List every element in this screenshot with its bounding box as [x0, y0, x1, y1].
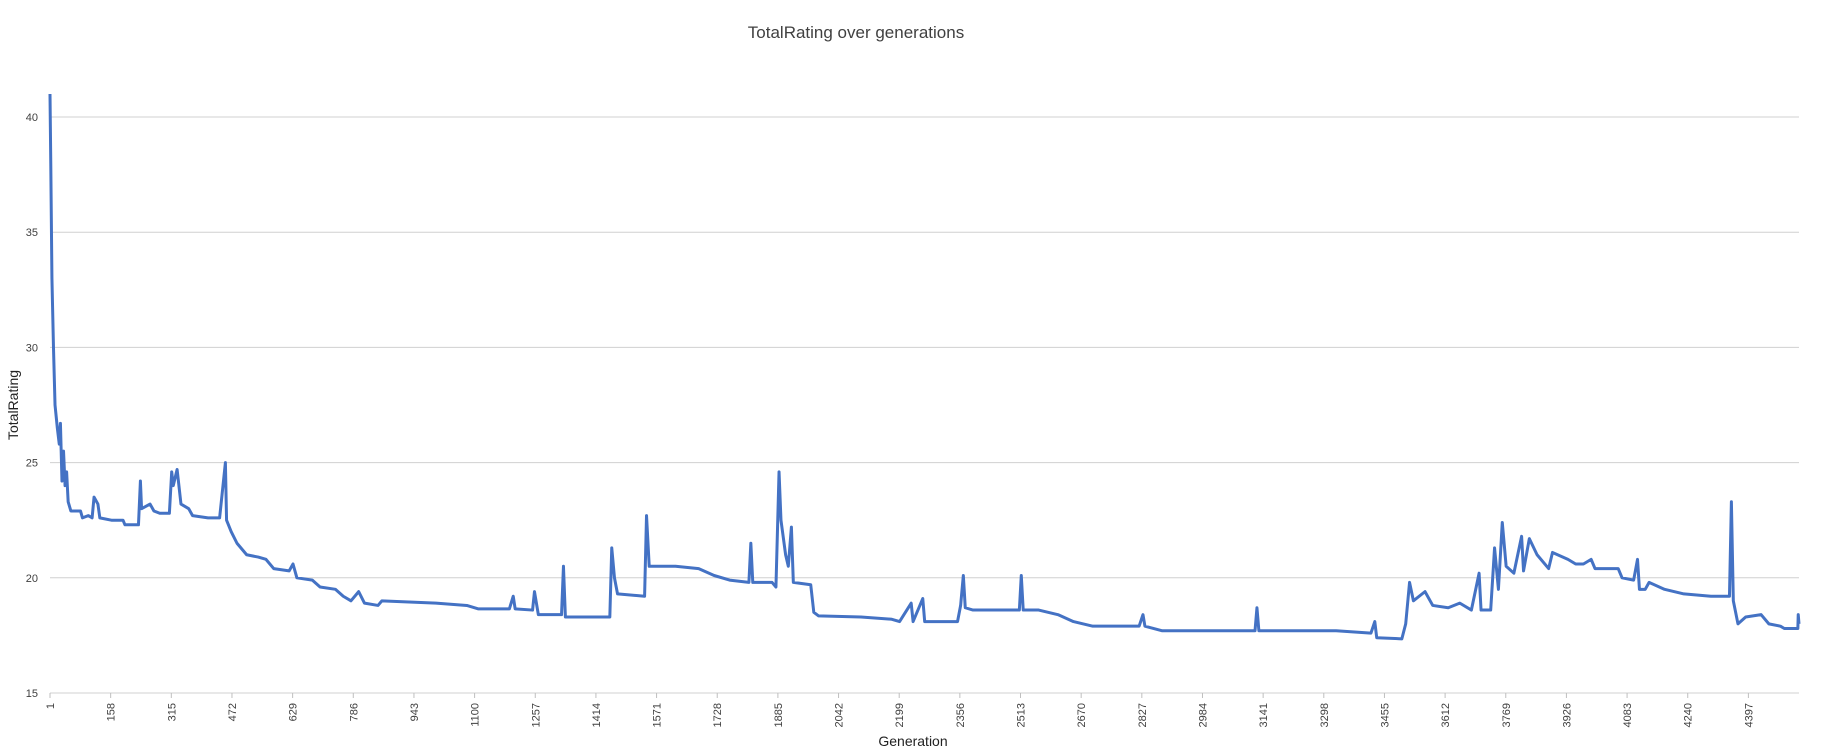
y-tick-label: 40	[26, 112, 38, 124]
x-tick-label: 4397	[1743, 703, 1755, 727]
x-tick-label: 315	[166, 703, 178, 721]
x-tick-label: 158	[106, 703, 118, 721]
y-tick-label: 25	[26, 458, 38, 470]
x-tick-label: 943	[409, 703, 421, 721]
x-tick-label: 1257	[530, 703, 542, 727]
x-tick-label: 3141	[1258, 703, 1270, 727]
x-tick-label: 3612	[1440, 703, 1452, 727]
x-tick-label: 1100	[470, 703, 482, 727]
y-tick-label: 35	[26, 227, 38, 239]
y-tick-label: 15	[26, 688, 38, 700]
x-tick-label: 3926	[1561, 703, 1573, 727]
x-tick-label: 2513	[1016, 703, 1028, 727]
x-tick-label: 472	[227, 703, 239, 721]
x-tick-label: 3455	[1379, 703, 1391, 727]
y-tick-label: 20	[26, 573, 38, 585]
x-tick-label: 1885	[773, 703, 785, 727]
x-tick-label: 2827	[1137, 703, 1149, 727]
y-axis-title: TotalRating	[5, 370, 21, 440]
x-tick-label: 4240	[1683, 703, 1695, 727]
chart-title: TotalRating over generations	[748, 23, 964, 42]
x-tick-label: 786	[348, 703, 360, 721]
x-tick-label: 2042	[834, 703, 846, 727]
x-tick-label: 4083	[1622, 703, 1634, 727]
x-tick-label: 1728	[712, 703, 724, 727]
x-tick-label: 2984	[1197, 703, 1209, 727]
x-tick-label: 3298	[1319, 703, 1331, 727]
data-line	[48, 93, 1801, 641]
x-tick-label: 3769	[1501, 703, 1513, 727]
x-tick-label: 2670	[1076, 703, 1088, 727]
x-tick-label: 629	[288, 703, 300, 721]
x-tick-label: 2356	[955, 703, 967, 727]
x-tick-label: 1414	[591, 703, 603, 727]
x-tick-label: 1	[45, 703, 57, 709]
x-tick-label: 1571	[652, 703, 664, 727]
x-axis-title: Generation	[878, 733, 947, 749]
x-tick-label: 2199	[894, 703, 906, 727]
y-tick-label: 30	[26, 342, 38, 354]
